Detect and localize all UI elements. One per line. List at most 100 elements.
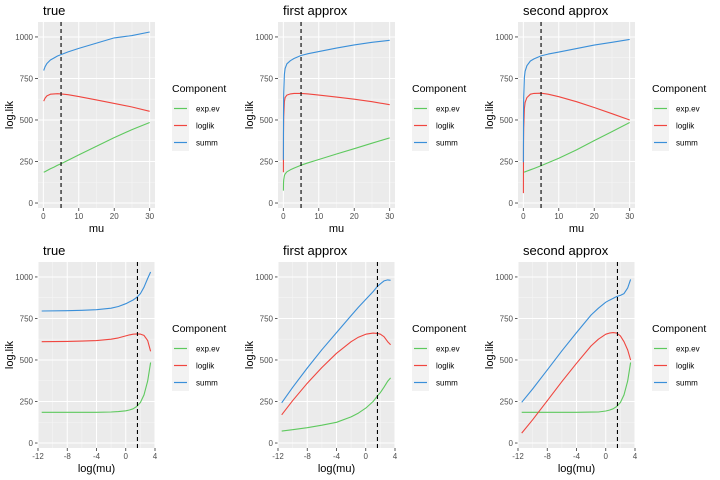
y-tick-label: 250 [500,158,514,167]
series-line-summ [281,279,391,404]
x-tick-label: 0 [41,212,46,221]
x-tick-label: 20 [590,212,599,221]
legend: Component exp.ev loglik summ [172,323,226,391]
y-tick-label: 0 [509,199,514,208]
series-line-exp-ev [282,137,390,191]
y-tick-label: 750 [260,314,274,323]
legend-label: summ [436,139,458,148]
legend-title: Component [172,83,226,95]
x-tick-label: 0 [281,212,286,221]
chart-panel-5: first approx 0 250 500 750 1000 -12 -8 -4 0 4 log(m… [244,243,466,475]
y-tick-label: 250 [260,398,274,407]
chart-title: second approx [523,3,609,18]
legend-label: exp.ev [676,105,700,114]
y-tick-label: 250 [500,398,514,407]
y-tick-label: 250 [20,158,34,167]
chart-panel-1: true 0 250 500 750 1000 0 10 20 30 mu log.lik Compon… [4,3,226,235]
legend-label: loglik [436,362,455,371]
x-tick-label: -4 [93,452,101,461]
legend-label: summ [196,139,218,148]
x-tick-label: 10 [74,212,83,221]
y-tick-label: 0 [269,439,274,448]
legend-label: summ [436,379,458,388]
x-tick-label: 20 [350,212,359,221]
y-tick-label: 0 [509,439,514,448]
chart-panel-6: second approx 0 250 500 750 1000 -12 -8 -4 0 4 log(… [484,243,706,475]
y-tick-label: 500 [500,356,514,365]
legend-title: Component [412,323,466,335]
y-tick-label: 250 [260,158,274,167]
chart-panel-2: first approx 0 250 500 750 1000 0 10 20 30 mu log.l… [244,3,466,235]
legend-title: Component [652,83,706,95]
legend-title: Component [652,323,706,335]
y-axis-title: log.lik [484,100,496,129]
y-axis-title: log.lik [484,340,496,369]
series-line-summ [522,38,630,163]
legend-label: exp.ev [196,105,220,114]
y-tick-label: 0 [29,199,34,208]
chart-title: second approx [523,243,609,258]
series-line-exp-ev [281,377,392,432]
x-tick-label: 4 [393,452,398,461]
x-tick-label: -8 [64,452,72,461]
y-tick-label: 750 [20,314,34,323]
legend-label: summ [676,139,698,148]
legend-label: exp.ev [436,105,460,114]
y-tick-label: 500 [20,116,34,125]
x-tick-label: -12 [512,452,524,461]
y-tick-label: 750 [20,74,34,83]
chart-title: first approx [283,3,348,18]
y-tick-label: 500 [260,116,274,125]
series-line-exp-ev [521,362,632,413]
x-tick-label: 10 [554,212,563,221]
series-line-loglik [521,332,632,434]
legend-label: loglik [196,362,215,371]
x-axis-title: log(mu) [78,463,115,475]
x-axis-title: mu [89,223,104,235]
series-line-summ [43,31,150,71]
y-tick-label: 500 [20,356,34,365]
x-tick-label: -8 [544,452,552,461]
x-axis-title: log(mu) [558,463,595,475]
x-tick-label: 0 [124,452,129,461]
x-axis-title: mu [569,223,584,235]
legend-label: loglik [436,122,455,131]
x-tick-label: -4 [573,452,581,461]
x-tick-label: 20 [110,212,119,221]
series-line-loglik [281,332,391,416]
series-line-summ [282,39,390,160]
chart-title: true [43,243,65,258]
x-tick-label: 10 [314,212,323,221]
y-axis-title: log.lik [4,100,16,129]
y-axis-title: log.lik [244,340,256,369]
legend-label: exp.ev [436,345,460,354]
y-tick-label: 1000 [495,273,513,282]
legend: Component exp.ev loglik summ [172,83,226,151]
series-line-summ [41,271,152,312]
legend-label: summ [676,379,698,388]
y-tick-label: 750 [260,74,274,83]
x-tick-label: 30 [145,212,154,221]
y-tick-label: 750 [500,74,514,83]
x-tick-label: -12 [32,452,44,461]
x-tick-label: 0 [604,452,609,461]
y-tick-label: 500 [500,116,514,125]
legend-label: summ [196,379,218,388]
x-tick-label: 30 [625,212,634,221]
legend-label: loglik [676,362,695,371]
x-axis-title: log(mu) [318,463,355,475]
y-tick-label: 1000 [15,273,33,282]
chart-panel-4: true 0 250 500 750 1000 -12 -8 -4 0 4 log(mu) log.li… [4,243,226,475]
y-axis-title: log.lik [244,100,256,129]
chart-title: true [43,3,65,18]
legend-label: exp.ev [196,345,220,354]
legend: Component exp.ev loglik summ [652,83,706,151]
legend-title: Component [412,83,466,95]
y-tick-label: 1000 [495,33,513,42]
legend-label: loglik [196,122,215,131]
y-axis-title: log.lik [4,340,16,369]
y-tick-label: 250 [20,398,34,407]
legend-label: exp.ev [676,345,700,354]
legend-title: Component [172,323,226,335]
